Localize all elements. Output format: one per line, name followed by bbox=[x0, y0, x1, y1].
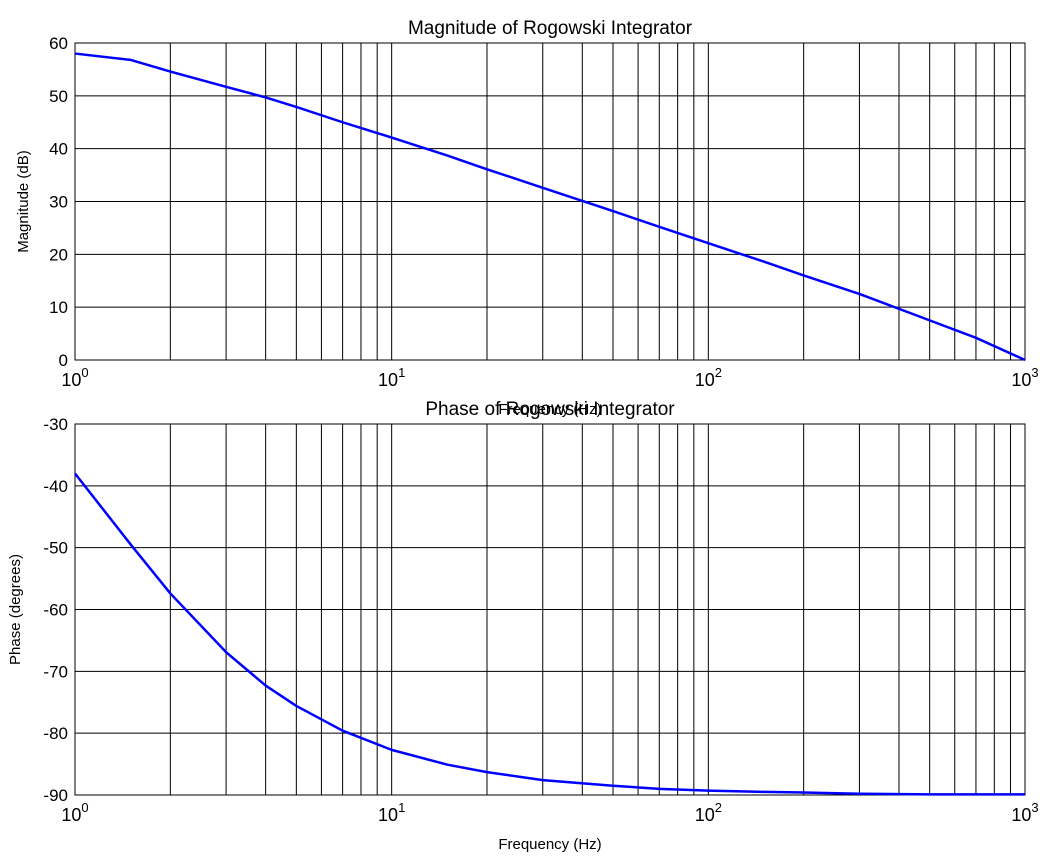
y-tick-label: -30 bbox=[43, 415, 68, 434]
data-line bbox=[74, 52, 1026, 362]
x-tick-base: 10 bbox=[695, 805, 715, 825]
x-tick-label: 100 bbox=[61, 365, 88, 390]
y-tick-label: -80 bbox=[43, 724, 68, 743]
x-tick-label: 101 bbox=[378, 365, 405, 390]
y-tick-label: 40 bbox=[49, 140, 68, 159]
chart-title: Phase of Rogowski Integrator bbox=[425, 399, 675, 420]
x-tick-base: 10 bbox=[1011, 805, 1031, 825]
axes-frame bbox=[74, 423, 1026, 796]
x-tick-power: 1 bbox=[398, 800, 405, 815]
axes-frame bbox=[74, 42, 1026, 361]
x-tick-label: 102 bbox=[695, 800, 722, 825]
x-tick-power: 0 bbox=[81, 365, 88, 380]
y-tick-label: -70 bbox=[43, 662, 68, 681]
x-tick-power: 0 bbox=[81, 800, 88, 815]
x-axis-label: Frequency (Hz) bbox=[498, 836, 601, 853]
x-tick-power: 2 bbox=[715, 800, 722, 815]
y-tick-label: 10 bbox=[49, 298, 68, 317]
x-tick-base: 10 bbox=[378, 805, 398, 825]
x-tick-base: 10 bbox=[61, 805, 81, 825]
x-tick-base: 10 bbox=[61, 370, 81, 390]
x-tick-base: 10 bbox=[1011, 370, 1031, 390]
y-tick-label: -90 bbox=[43, 786, 68, 805]
y-tick-label: 30 bbox=[49, 193, 68, 212]
x-tick-power: 2 bbox=[715, 365, 722, 380]
y-tick-label: -50 bbox=[43, 539, 68, 558]
x-tick-label: 102 bbox=[695, 365, 722, 390]
y-tick-label: 50 bbox=[49, 87, 68, 106]
y-axis-label: Magnitude (dB) bbox=[15, 150, 32, 253]
chart-title: Magnitude of Rogowski Integrator bbox=[408, 18, 693, 39]
x-tick-base: 10 bbox=[378, 370, 398, 390]
x-tick-label: 103 bbox=[1011, 800, 1038, 825]
y-axis-label: Phase (degrees) bbox=[7, 554, 24, 665]
x-tick-base: 10 bbox=[695, 370, 715, 390]
x-tick-power: 1 bbox=[398, 365, 405, 380]
y-tick-label: 20 bbox=[49, 245, 68, 264]
data-line bbox=[74, 472, 1025, 796]
x-tick-power: 3 bbox=[1031, 800, 1038, 815]
x-axis-label: Frequency (Hz) bbox=[498, 401, 601, 418]
x-tick-label: 100 bbox=[61, 800, 88, 825]
y-tick-label: -40 bbox=[43, 477, 68, 496]
y-tick-label: 0 bbox=[59, 351, 68, 370]
y-tick-label: 60 bbox=[49, 34, 68, 53]
x-tick-label: 101 bbox=[378, 800, 405, 825]
y-tick-label: -60 bbox=[43, 601, 68, 620]
x-tick-power: 3 bbox=[1031, 365, 1038, 380]
x-tick-label: 103 bbox=[1011, 365, 1038, 390]
